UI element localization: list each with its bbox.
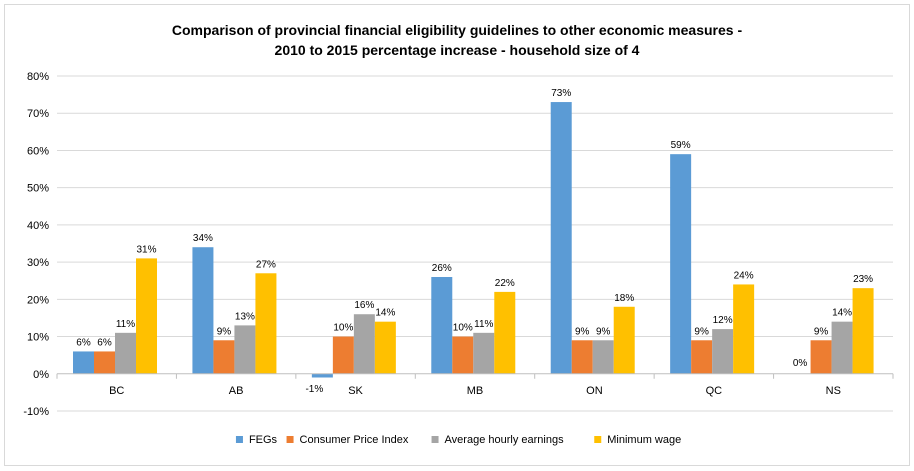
bar-mb-minimum-wage [494,291,516,374]
x-axis-ticks: BC AB SK MB ON QC NS [109,385,841,397]
bar-sk-average-hourly-earnings [353,314,375,374]
bar-mb-average-hourly-earnings [473,332,495,374]
legend-label: FEGs [249,434,278,446]
data-label: 9% [575,326,590,337]
legend-label: Minimum wage [607,434,681,446]
bar-on-minimum-wage [613,306,635,374]
bar-bc-fegs [73,351,94,374]
bar-ns-minimum-wage [852,288,874,374]
data-label: 10% [453,323,473,334]
data-label: 14% [375,308,395,319]
data-label: 73% [551,88,571,99]
bar-on-average-hourly-earnings [592,340,614,374]
y-tick-label: 20% [27,294,49,306]
y-tick-label: 50% [27,183,49,195]
bar-qc-minimum-wage [733,284,755,374]
bar-sk-consumer-price-index [332,336,354,374]
data-labels: 6% 34% -1% 26% 73% 59% 0% 6% 9% 10% 10% 9% 9% 9% 11% 13… [76,88,873,395]
y-tick-label: 60% [27,145,49,157]
legend-label: Average hourly earnings [445,434,565,446]
bar-ab-minimum-wage [255,273,277,374]
chart-title-line-1: Comparison of provincial financial eligi… [172,22,743,38]
x-tick-label: NS [826,385,841,397]
data-label: 14% [832,308,852,319]
data-label: 34% [193,233,213,244]
x-tick-label: SK [348,385,363,397]
data-label: 59% [671,140,691,151]
legend-swatch [431,436,439,443]
x-tick-label: QC [706,385,723,397]
data-label: 16% [354,300,374,311]
data-label: 11% [474,319,493,330]
bars [73,102,874,378]
bar-ns-average-hourly-earnings [831,321,853,374]
bar-ns-consumer-price-index [810,340,832,374]
bar-bc-average-hourly-earnings [115,332,136,374]
data-label: -1% [305,384,323,395]
legend-swatch [286,436,294,443]
data-label: 23% [853,274,873,285]
data-label: 24% [734,270,754,281]
bar-bc-consumer-price-index [94,351,115,374]
y-tick-label: 0% [33,369,49,381]
data-label: 22% [495,278,515,289]
y-tick-label: 30% [27,257,49,269]
bar-qc-consumer-price-index [691,340,713,374]
data-label: 12% [713,315,733,326]
y-tick-label: 80% [27,71,49,83]
y-axis-ticks: -10% 0% 10% 20% 30% 40% 50% 60% 70% 80% [23,71,49,418]
bar-qc-average-hourly-earnings [712,329,734,374]
legend-swatch [594,436,602,443]
legend: FEGs Consumer Price Index Average hourly e… [235,434,681,446]
bar-on-fegs [550,102,572,374]
x-tick-label: AB [229,385,244,397]
data-label: 31% [136,244,156,255]
bar-sk-minimum-wage [374,321,396,374]
x-axis [56,373,894,379]
legend-swatch [235,436,243,443]
chart-frame: Comparison of provincial financial eligi… [4,4,910,466]
bar-ab-average-hourly-earnings [234,325,256,374]
bar-bc-minimum-wage [136,258,157,374]
data-label: 10% [333,323,353,334]
bar-mb-consumer-price-index [452,336,474,374]
bar-ab-consumer-price-index [213,340,235,374]
data-label: 9% [814,326,829,337]
data-label: 9% [694,326,709,337]
x-tick-label: ON [586,385,603,397]
data-label: 0% [793,358,808,369]
data-label: 26% [432,263,452,274]
data-label: 13% [235,311,255,322]
bar-sk-fegs [311,373,333,378]
y-tick-label: 70% [27,108,49,120]
chart-title-line-2: 2010 to 2015 percentage increase - house… [275,42,640,58]
data-label: 6% [76,337,91,348]
data-label: 18% [614,293,634,304]
y-tick-label: -10% [23,406,49,418]
x-tick-label: MB [467,385,484,397]
data-label: 11% [116,319,135,330]
x-tick-label: BC [109,385,124,397]
legend-label: Consumer Price Index [300,434,409,446]
y-tick-label: 10% [27,332,49,344]
bar-mb-fegs [431,277,453,374]
y-tick-label: 40% [27,220,49,232]
data-label: 9% [596,326,611,337]
data-label: 9% [217,326,232,337]
bar-chart: Comparison of provincial financial eligi… [23,22,894,446]
bar-ab-fegs [192,247,214,374]
data-label: 6% [97,337,112,348]
bar-qc-fegs [670,154,692,374]
data-label: 27% [256,259,276,270]
bar-on-consumer-price-index [571,340,593,374]
